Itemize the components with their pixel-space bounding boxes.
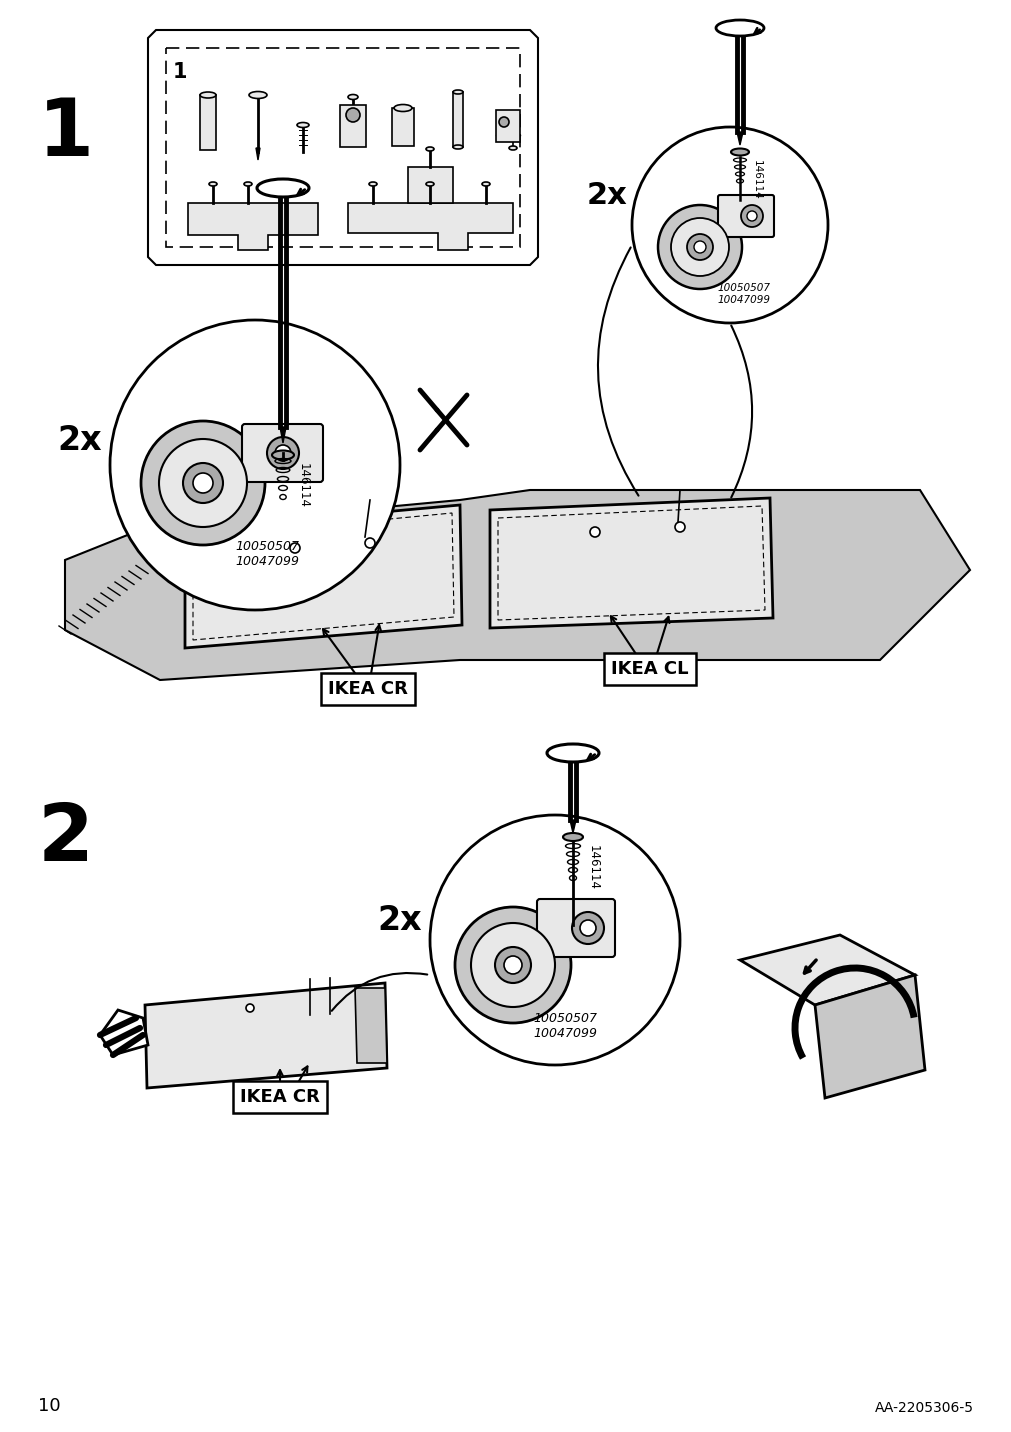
Ellipse shape [348,95,358,99]
FancyBboxPatch shape [242,424,323,483]
Text: 1: 1 [38,95,94,173]
Text: 10047099: 10047099 [235,556,298,569]
Circle shape [579,919,595,937]
FancyBboxPatch shape [717,195,773,238]
Text: IKEA CR: IKEA CR [328,680,407,697]
Bar [340,105,366,147]
Text: 2: 2 [38,800,94,878]
Polygon shape [407,168,453,203]
Text: IKEA CR: IKEA CR [240,1088,319,1106]
Circle shape [430,815,679,1065]
Circle shape [110,319,399,610]
Text: AA-2205306-5: AA-2205306-5 [875,1400,973,1415]
Circle shape [246,1004,254,1012]
Polygon shape [348,203,513,251]
Text: 10050507: 10050507 [717,284,770,294]
Polygon shape [355,988,386,1063]
Polygon shape [145,982,386,1088]
Polygon shape [185,505,462,649]
Circle shape [498,117,509,127]
Text: 2x: 2x [585,180,627,209]
Polygon shape [100,1010,148,1055]
Bar [495,110,520,142]
Ellipse shape [730,149,748,156]
Ellipse shape [453,145,463,149]
Circle shape [740,205,762,228]
Text: 10050507: 10050507 [235,540,298,553]
Circle shape [670,218,728,276]
Bar [391,107,413,146]
Ellipse shape [481,182,489,186]
Circle shape [674,523,684,533]
Polygon shape [736,132,742,145]
Ellipse shape [249,92,267,99]
Ellipse shape [209,182,216,186]
Ellipse shape [426,182,434,186]
Polygon shape [188,203,317,251]
Circle shape [365,538,375,548]
Circle shape [657,205,741,289]
Circle shape [686,233,713,261]
Circle shape [494,947,531,982]
Circle shape [290,543,299,553]
Polygon shape [739,935,914,1005]
Polygon shape [256,147,260,160]
Text: 1: 1 [173,62,187,82]
Ellipse shape [244,182,252,186]
Ellipse shape [716,20,763,36]
Circle shape [193,473,212,493]
Circle shape [141,421,265,546]
Circle shape [470,924,554,1007]
Ellipse shape [393,105,411,112]
Text: 146114: 146114 [296,463,309,508]
Polygon shape [280,427,286,442]
Text: 10: 10 [38,1398,61,1415]
Text: 10047099: 10047099 [533,1027,596,1040]
Circle shape [746,211,756,221]
Circle shape [275,445,291,461]
Ellipse shape [346,107,360,122]
Circle shape [183,463,222,503]
Ellipse shape [426,147,434,150]
Text: 10050507: 10050507 [533,1012,596,1025]
Ellipse shape [562,833,582,841]
Circle shape [267,437,298,470]
Polygon shape [814,975,924,1098]
Text: 2x: 2x [58,424,102,457]
Circle shape [632,127,827,324]
Circle shape [455,906,570,1022]
Ellipse shape [369,182,377,186]
Circle shape [571,912,604,944]
Text: 2x: 2x [377,904,422,937]
Circle shape [159,440,247,527]
Text: IKEA CL: IKEA CL [611,660,688,677]
Polygon shape [489,498,772,629]
Text: 146114: 146114 [586,845,600,891]
Polygon shape [65,490,969,680]
Ellipse shape [257,179,308,198]
Polygon shape [148,30,538,265]
Text: 10047099: 10047099 [717,295,770,305]
Bar [453,92,463,147]
Text: 146114: 146114 [751,160,761,199]
Circle shape [503,957,522,974]
Ellipse shape [509,146,517,150]
Bar [166,49,520,246]
Polygon shape [569,821,575,833]
Ellipse shape [453,90,463,95]
Ellipse shape [200,92,215,97]
Ellipse shape [547,745,599,762]
Ellipse shape [296,123,308,127]
Circle shape [694,241,706,253]
Bar [200,95,215,150]
FancyBboxPatch shape [537,899,615,957]
Ellipse shape [272,451,294,460]
Circle shape [589,527,600,537]
